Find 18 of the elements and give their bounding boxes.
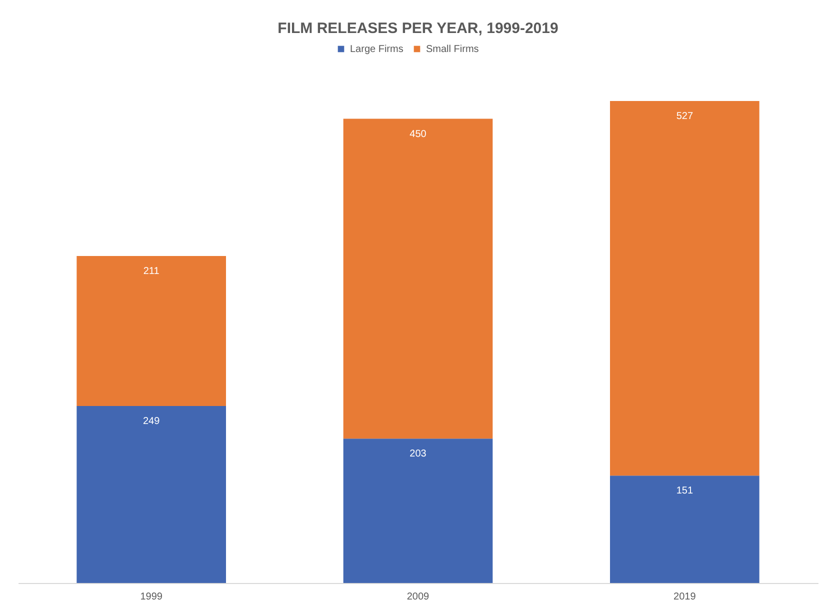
legend-label: Small Firms xyxy=(426,44,479,55)
chart-title: FILM RELEASES PER YEAR, 1999-2019 xyxy=(278,20,558,37)
bar xyxy=(343,118,493,439)
bar xyxy=(76,406,226,583)
data-label: 211 xyxy=(143,266,160,277)
bar xyxy=(610,101,760,476)
data-label: 203 xyxy=(410,448,427,460)
bar xyxy=(76,256,226,406)
legend-label: Large Firms xyxy=(350,44,404,55)
x-tick-label: 2009 xyxy=(406,592,430,602)
x-tick-label: 2019 xyxy=(674,592,696,602)
bar xyxy=(343,438,493,583)
x-tick-label: 1999 xyxy=(140,592,163,602)
data-label: 249 xyxy=(142,416,160,427)
data-label: 151 xyxy=(676,486,694,497)
bar xyxy=(610,476,760,583)
data-label: 450 xyxy=(410,128,427,140)
data-label: 527 xyxy=(676,111,694,122)
